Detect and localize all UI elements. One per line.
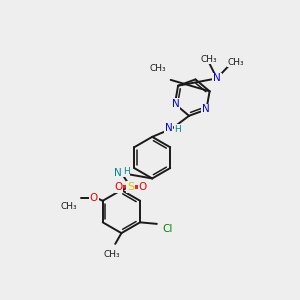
Text: H: H: [174, 125, 181, 134]
Text: S: S: [127, 182, 134, 192]
Text: N: N: [164, 123, 172, 134]
Text: H: H: [123, 167, 129, 176]
Text: N: N: [114, 168, 122, 178]
Text: CH₃: CH₃: [61, 202, 77, 211]
Text: CH₃: CH₃: [228, 58, 244, 67]
Text: CH₃: CH₃: [201, 55, 217, 64]
Text: CH₃: CH₃: [149, 64, 166, 73]
Text: CH₃: CH₃: [103, 250, 120, 259]
Text: N: N: [172, 99, 179, 109]
Text: N: N: [213, 73, 221, 83]
Text: N: N: [202, 104, 209, 115]
Text: O: O: [139, 182, 147, 192]
Text: Cl: Cl: [162, 224, 173, 233]
Text: O: O: [114, 182, 122, 192]
Text: O: O: [90, 193, 98, 203]
